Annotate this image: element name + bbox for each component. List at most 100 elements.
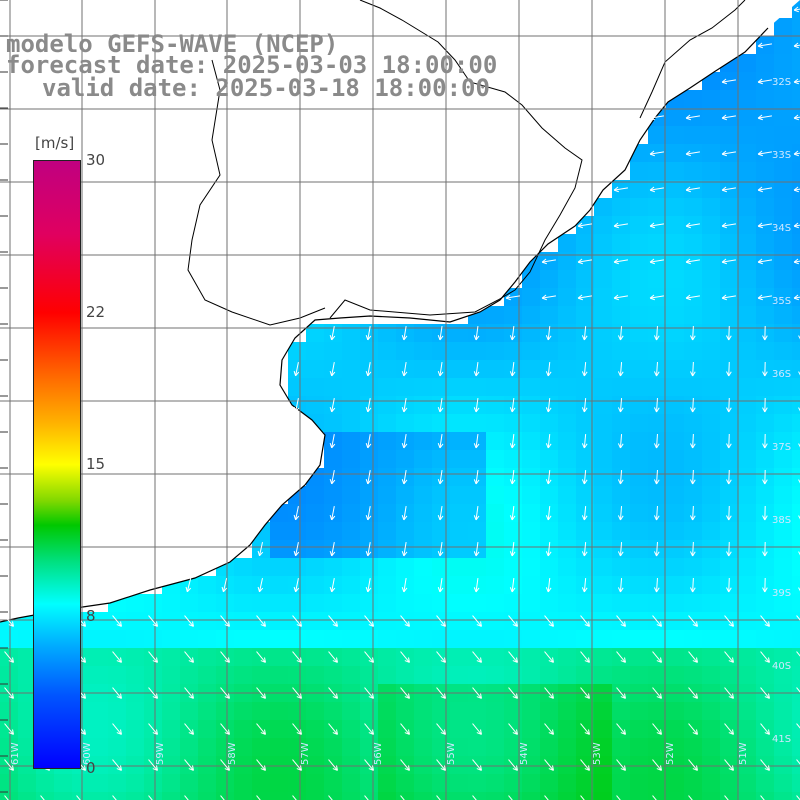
speed-cell	[612, 630, 631, 649]
wind-arrow	[439, 362, 443, 376]
wind-arrow-head	[620, 660, 626, 663]
speed-cell	[486, 468, 505, 487]
wind-arrow	[295, 542, 299, 556]
longitude-label: 60W	[82, 742, 93, 765]
speed-cell	[540, 594, 559, 613]
wind-arrow	[511, 577, 515, 593]
wind-arrow-head	[300, 693, 302, 699]
wind-arrow	[686, 115, 700, 119]
speed-cell	[576, 594, 595, 613]
wind-arrow-head	[583, 479, 588, 485]
speed-cell	[612, 270, 631, 289]
wind-arrow-head	[80, 660, 86, 663]
speed-cell	[594, 612, 613, 631]
speed-cell	[594, 792, 613, 800]
speed-cell	[630, 720, 649, 739]
speed-cell	[630, 468, 649, 487]
speed-cell	[432, 378, 451, 397]
speed-cell	[702, 396, 721, 415]
speed-cell	[396, 378, 415, 397]
speed-cell	[594, 324, 613, 343]
speed-cell	[594, 558, 613, 577]
wind-arrow-head	[649, 294, 655, 299]
wind-arrow-head	[293, 550, 297, 557]
wind-arrow-head	[728, 768, 734, 771]
wind-arrow-head	[692, 587, 696, 593]
wind-arrow	[508, 795, 513, 800]
wind-arrow-head	[793, 294, 799, 299]
wind-arrow-head	[116, 732, 122, 735]
speed-cell	[666, 630, 685, 649]
wind-arrow	[650, 115, 664, 119]
wind-arrow-head	[300, 765, 302, 771]
wind-arrow	[295, 362, 299, 376]
land-mass	[0, 0, 800, 622]
speed-cell	[468, 774, 487, 793]
wind-arrow-head	[439, 551, 444, 557]
wind-arrow-head	[583, 515, 588, 521]
speed-cell	[630, 198, 649, 217]
wind-arrow	[475, 397, 479, 413]
wind-arrow-head	[293, 406, 297, 413]
wind-arrow-head	[332, 732, 338, 735]
wind-arrow-head	[223, 587, 228, 593]
wind-arrow-head	[728, 407, 732, 413]
wind-arrow-head	[439, 587, 444, 593]
wind-arrow-head	[764, 696, 770, 699]
speed-cell	[648, 630, 667, 649]
speed-cell	[702, 162, 721, 181]
wind-arrow-head	[365, 514, 369, 521]
wind-arrow	[328, 723, 338, 735]
speed-cell	[558, 558, 577, 577]
wind-arrow	[220, 723, 230, 735]
speed-cell	[450, 504, 469, 523]
wind-arrow-head	[192, 621, 194, 627]
wind-arrow-head	[613, 297, 619, 301]
wind-arrow-head	[656, 732, 662, 735]
forecast-date: forecast date: 2025-03-03 18:00:00	[6, 51, 498, 79]
wind-arrow-head	[552, 621, 554, 627]
wind-arrow	[511, 541, 515, 557]
speed-cell	[666, 522, 685, 541]
wind-arrow-head	[260, 768, 266, 771]
wind-arrow-head	[84, 765, 86, 771]
speed-cell	[756, 54, 775, 73]
speed-cell	[18, 666, 37, 685]
speed-cell	[630, 756, 649, 775]
speed-cell	[378, 720, 397, 739]
speed-cell	[486, 486, 505, 505]
wind-arrow-head	[509, 515, 513, 521]
speed-cell	[684, 666, 703, 685]
wind-arrow-head	[762, 407, 766, 413]
speed-cell	[666, 702, 685, 721]
wind-arrow-head	[721, 150, 727, 155]
speed-cell	[360, 702, 379, 721]
speed-cell	[774, 360, 793, 379]
wind-arrow-head	[476, 696, 482, 699]
wind-arrow-head	[620, 371, 624, 377]
wind-arrow-head	[439, 407, 444, 413]
wind-arrow	[292, 615, 302, 627]
wind-arrow-head	[685, 258, 691, 263]
wind-arrow-head	[365, 406, 369, 413]
speed-cell	[396, 774, 415, 793]
wind-arrow	[724, 687, 734, 699]
speed-cell	[324, 342, 343, 361]
wind-arrow-head	[692, 768, 698, 771]
wind-arrow-head	[764, 515, 768, 521]
speed-cell	[306, 630, 325, 649]
speed-cell	[558, 450, 577, 469]
wind-arrow-head	[221, 586, 224, 592]
speed-cell	[774, 378, 793, 397]
speed-cell	[774, 522, 793, 541]
wind-arrow	[367, 578, 371, 592]
speed-cell	[288, 666, 307, 685]
speed-cell	[486, 504, 505, 523]
wind-arrow	[511, 397, 515, 413]
wind-arrow-head	[295, 515, 300, 521]
wind-arrow-head	[228, 693, 230, 699]
wind-arrow	[722, 151, 736, 155]
speed-cell	[630, 612, 649, 631]
wind-arrow-head	[473, 335, 477, 341]
